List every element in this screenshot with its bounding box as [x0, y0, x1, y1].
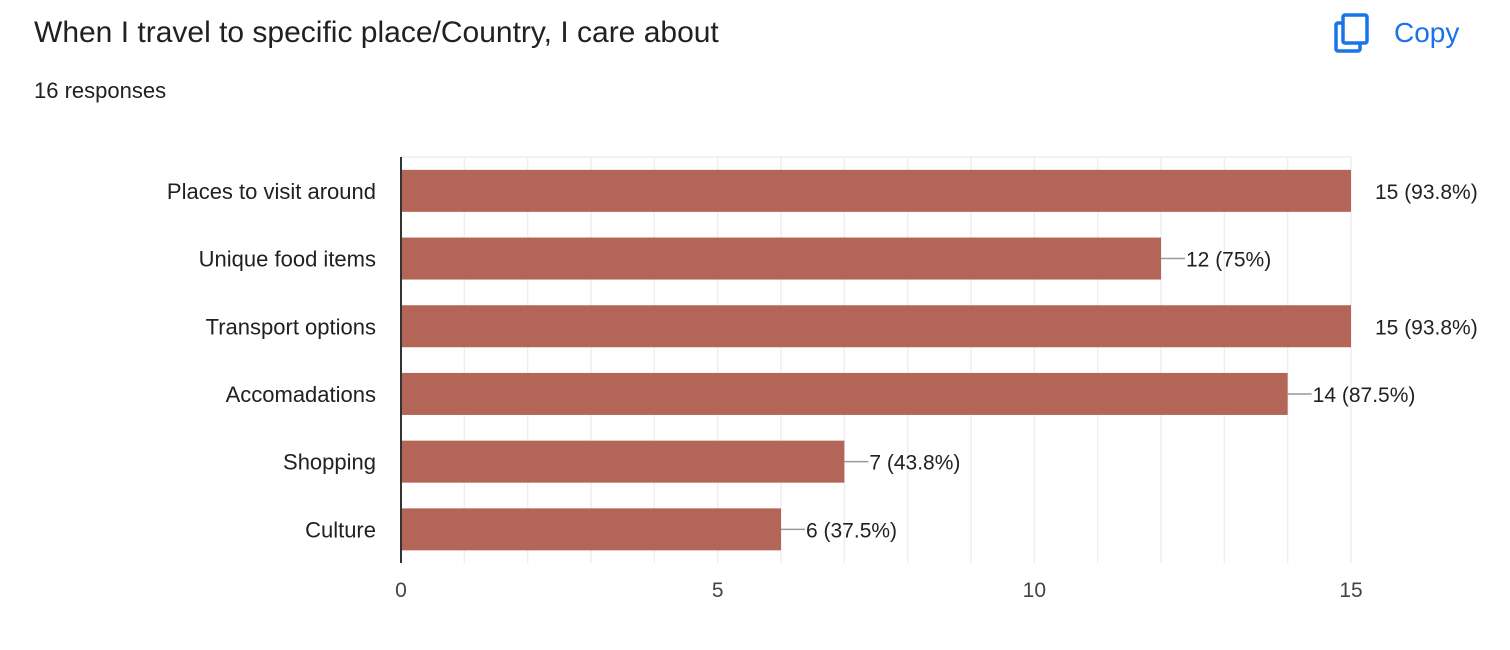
category-label: Unique food items [199, 247, 376, 272]
copy-button[interactable]: Copy [1330, 10, 1480, 56]
copy-label: Copy [1394, 17, 1460, 48]
category-label: Accomadations [226, 382, 376, 407]
category-label: Transport options [206, 314, 376, 339]
data-label: 12 (75%) [1186, 249, 1271, 272]
bar [401, 169, 1351, 212]
bar [401, 508, 781, 551]
bar [401, 372, 1288, 415]
bar [401, 305, 1351, 348]
bar [401, 440, 845, 483]
data-label: 15 (93.8%) [1375, 181, 1478, 204]
category-label: Places to visit around [167, 179, 376, 204]
data-label: 6 (37.5%) [806, 519, 897, 542]
category-label: Culture [305, 517, 376, 542]
copy-icon [1330, 11, 1374, 55]
x-tick-label: 5 [712, 579, 724, 602]
data-label: 7 (43.8%) [869, 452, 960, 475]
data-label: 15 (93.8%) [1375, 316, 1478, 339]
bar [401, 237, 1161, 280]
data-label: 14 (87.5%) [1313, 384, 1416, 407]
response-count: 16 responses [34, 78, 167, 103]
x-tick-label: 0 [395, 579, 407, 602]
x-tick-label: 10 [1023, 579, 1046, 602]
x-tick-label: 15 [1339, 579, 1362, 602]
chart-title: When I travel to specific place/Country,… [34, 16, 719, 49]
category-label: Shopping [283, 450, 376, 475]
